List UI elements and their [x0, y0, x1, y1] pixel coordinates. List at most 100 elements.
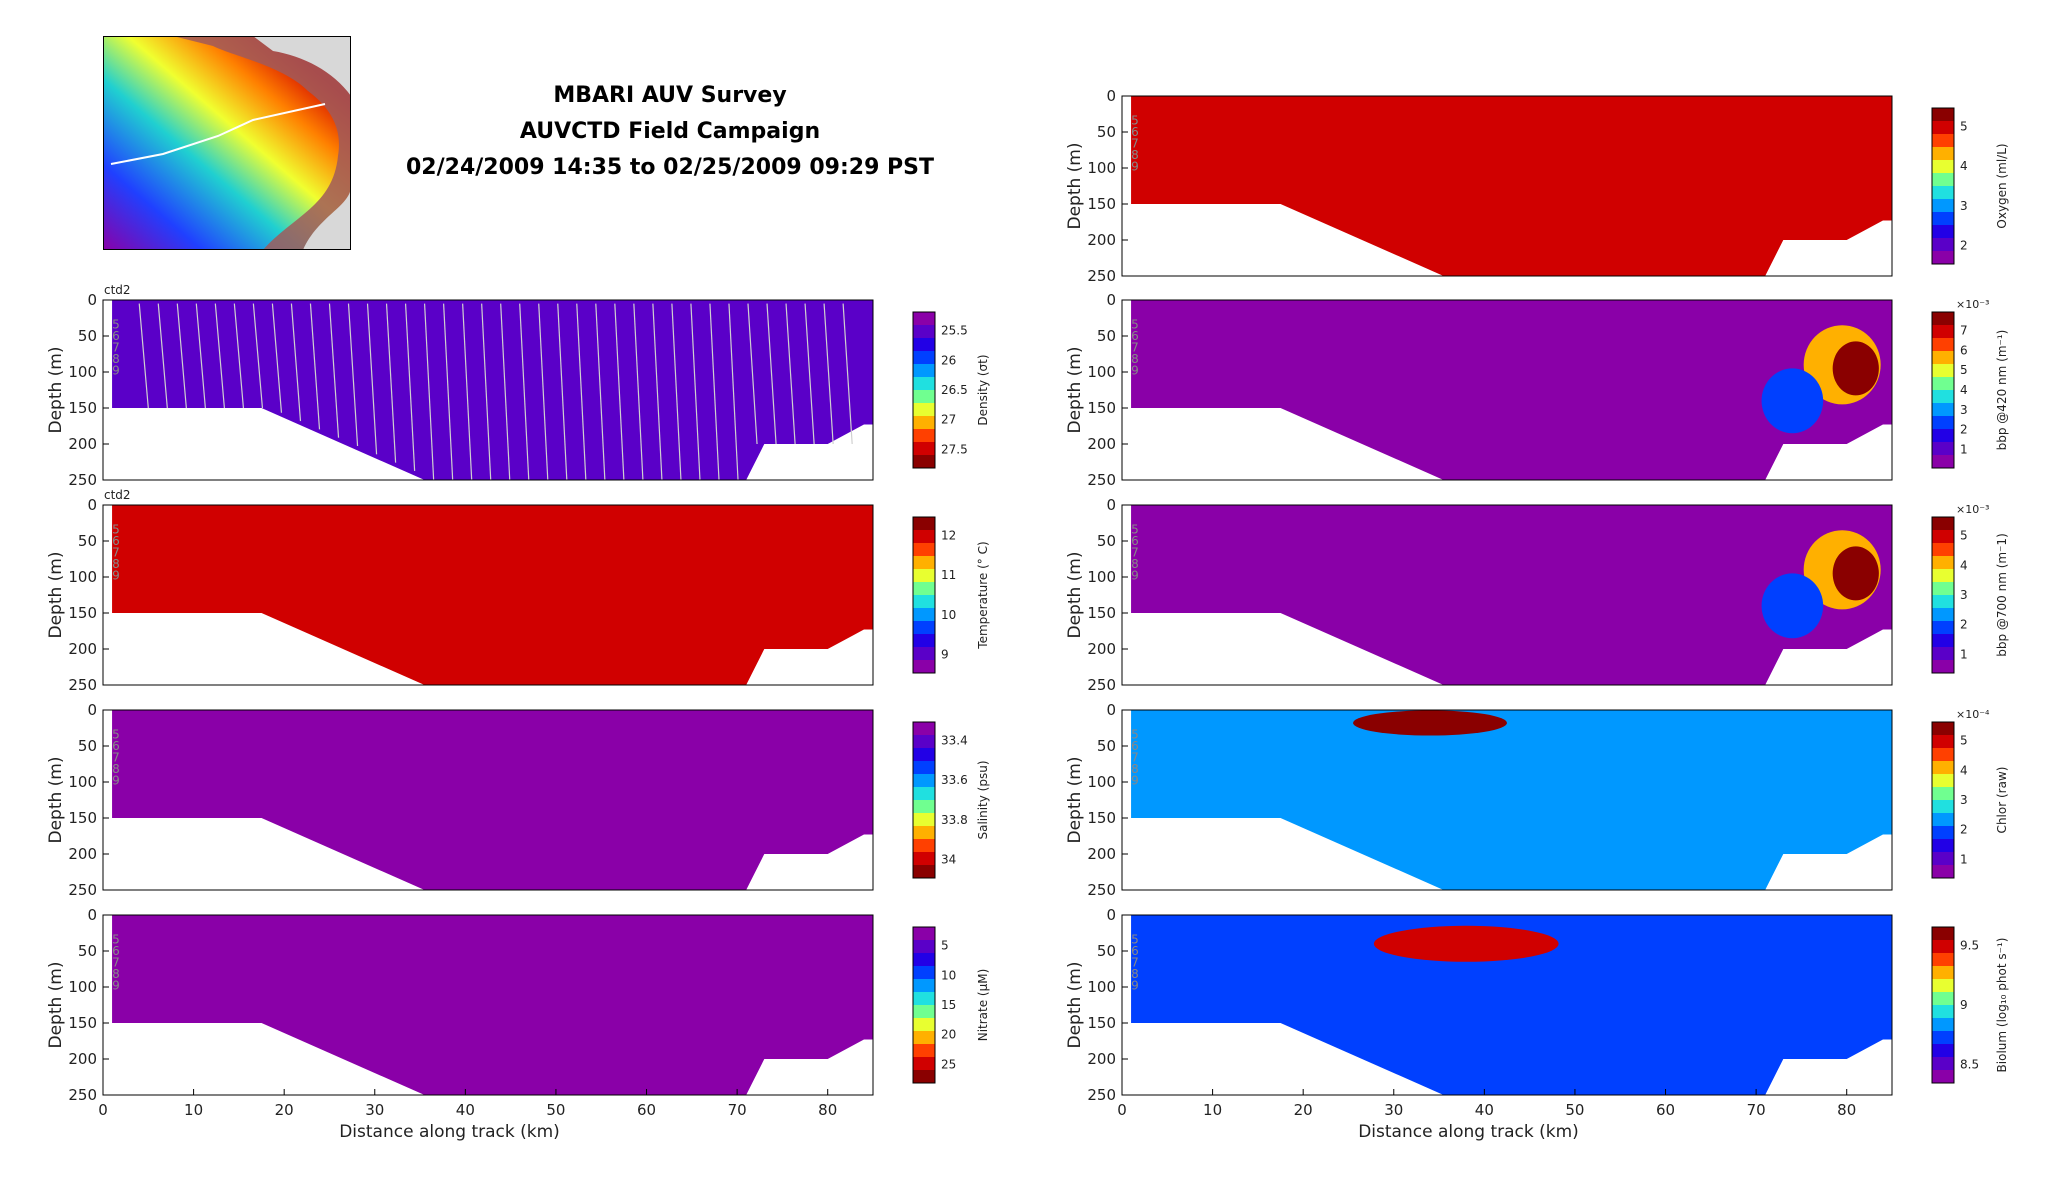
depth-side-label: 5 [1131, 727, 1139, 741]
colorbar-swatch [913, 1057, 935, 1071]
y-axis-label: Depth (m) [1065, 756, 1085, 843]
chlorophyll-max [1353, 710, 1507, 736]
colorbar-swatch [1932, 390, 1954, 404]
colorbar-exponent: ×10⁻³ [1956, 503, 1989, 516]
colorbar-swatch [1932, 800, 1954, 814]
colorbar-tick-label: 2 [1960, 238, 1968, 252]
seafloor-mask-left [1122, 818, 1444, 890]
colorbar-swatch [1932, 147, 1954, 161]
auv-profile-line [347, 303, 359, 447]
x-tick-label: 40 [1475, 1101, 1494, 1119]
depth-side-label: 8 [1131, 148, 1139, 162]
colorbar-swatch [913, 364, 935, 378]
x-tick-label: 0 [98, 1101, 108, 1119]
y-tick-label: 250 [1087, 881, 1116, 899]
auv-profile-line [385, 303, 397, 463]
colorbar-swatch [1932, 966, 1954, 980]
colorbar-swatch [913, 338, 935, 352]
colorbar-tick-label: 5 [1960, 734, 1968, 748]
depth-side-label: 8 [1131, 352, 1139, 366]
colorbar-swatch [913, 927, 935, 941]
colorbar-swatch [913, 429, 935, 443]
colorbar-swatch [1932, 927, 1954, 941]
colorbar-tick-label: 10 [941, 968, 956, 982]
y-tick-label: 100 [1087, 363, 1116, 381]
colorbar-swatch [1932, 1057, 1954, 1071]
colorbar-swatch [1932, 852, 1954, 866]
x-axis-label: Distance along track (km) [339, 1122, 560, 1142]
colorbar-swatch [913, 647, 935, 661]
colorbar-tick-label: 5 [1960, 529, 1968, 543]
colorbar-tick-label: 27 [941, 413, 956, 427]
colorbar-swatch [1932, 442, 1954, 456]
colorbar-tick-label: 5 [941, 939, 949, 953]
y-tick-label: 100 [1087, 159, 1116, 177]
seafloor-mask-left [103, 408, 425, 480]
bathymetry-map-icon [103, 36, 351, 250]
depth-side-label: 9 [112, 774, 120, 788]
colorbar-swatch [1932, 325, 1954, 339]
depth-side-label: 5 [1131, 113, 1139, 127]
colorbar-label: Temperature (° C) [976, 541, 990, 649]
colorbar-swatch [1932, 517, 1954, 531]
seafloor-mask-left [1122, 1023, 1444, 1095]
y-tick-label: 100 [68, 773, 97, 791]
colorbar-swatch [913, 569, 935, 583]
y-tick-label: 250 [1087, 471, 1116, 489]
colorbar-swatch [913, 953, 935, 967]
colorbar-swatch [1932, 787, 1954, 801]
colorbar-swatch [1932, 979, 1954, 993]
depth-side-label: 9 [1131, 160, 1139, 174]
auv-profile-line [709, 303, 720, 481]
colorbar-label: Oxygen (ml/L) [1995, 143, 2009, 228]
depth-side-label: 6 [1131, 329, 1139, 343]
colorbar-swatch [913, 839, 935, 853]
colorbar-swatch [1932, 312, 1954, 326]
x-tick-label: 50 [1565, 1101, 1584, 1119]
depth-side-label: 7 [1131, 546, 1139, 560]
plot-frame [1121, 914, 1893, 1096]
colorbar-label: Nitrate (μM) [976, 969, 990, 1042]
auv-profile-line [842, 303, 853, 445]
seafloor-mask-right [1765, 424, 1892, 480]
colorbar-tick-label: 5 [1960, 120, 1968, 134]
y-tick-label: 250 [1087, 676, 1116, 694]
colorbar-label: Salinity (psu) [976, 760, 990, 839]
depth-side-label: 5 [112, 317, 120, 331]
auv-profile-line [538, 303, 549, 481]
colorbar-swatch [1932, 351, 1954, 365]
auv-profile-line [747, 303, 758, 445]
y-tick-label: 200 [1087, 640, 1116, 658]
auv-profile-line [500, 303, 511, 481]
plot-frame [102, 709, 874, 891]
y-tick-label: 100 [1087, 568, 1116, 586]
y-tick-label: 50 [1097, 532, 1116, 550]
colorbar-frame [1931, 516, 1955, 674]
auv-profile-line [138, 303, 149, 409]
seafloor-mask-left [103, 613, 425, 685]
left-edge-mask [103, 915, 113, 1095]
auv-profile-line [652, 303, 663, 481]
colorbar-swatch [913, 826, 935, 840]
depth-side-label: 6 [1131, 739, 1139, 753]
auv-profile-line [614, 303, 625, 481]
colorbar-tick-label: 26.5 [941, 383, 968, 397]
auv-profile-line [804, 303, 815, 445]
auv-profile-line [823, 303, 834, 445]
auv-profile-line [557, 303, 568, 481]
colorbar-swatch [913, 416, 935, 430]
colorbar-swatch [1932, 839, 1954, 853]
mid-backscatter-patch [1761, 573, 1824, 639]
y-tick-label: 250 [1087, 267, 1116, 285]
colorbar-frame [912, 926, 936, 1084]
y-tick-label: 0 [1106, 701, 1116, 719]
x-tick-label: 60 [637, 1101, 656, 1119]
colorbar-swatch [913, 390, 935, 404]
depth-side-label: 7 [1131, 956, 1139, 970]
colorbar-swatch [913, 621, 935, 635]
colorbar-swatch [913, 351, 935, 365]
colorbar-swatch [913, 377, 935, 391]
left-edge-mask [103, 300, 113, 480]
